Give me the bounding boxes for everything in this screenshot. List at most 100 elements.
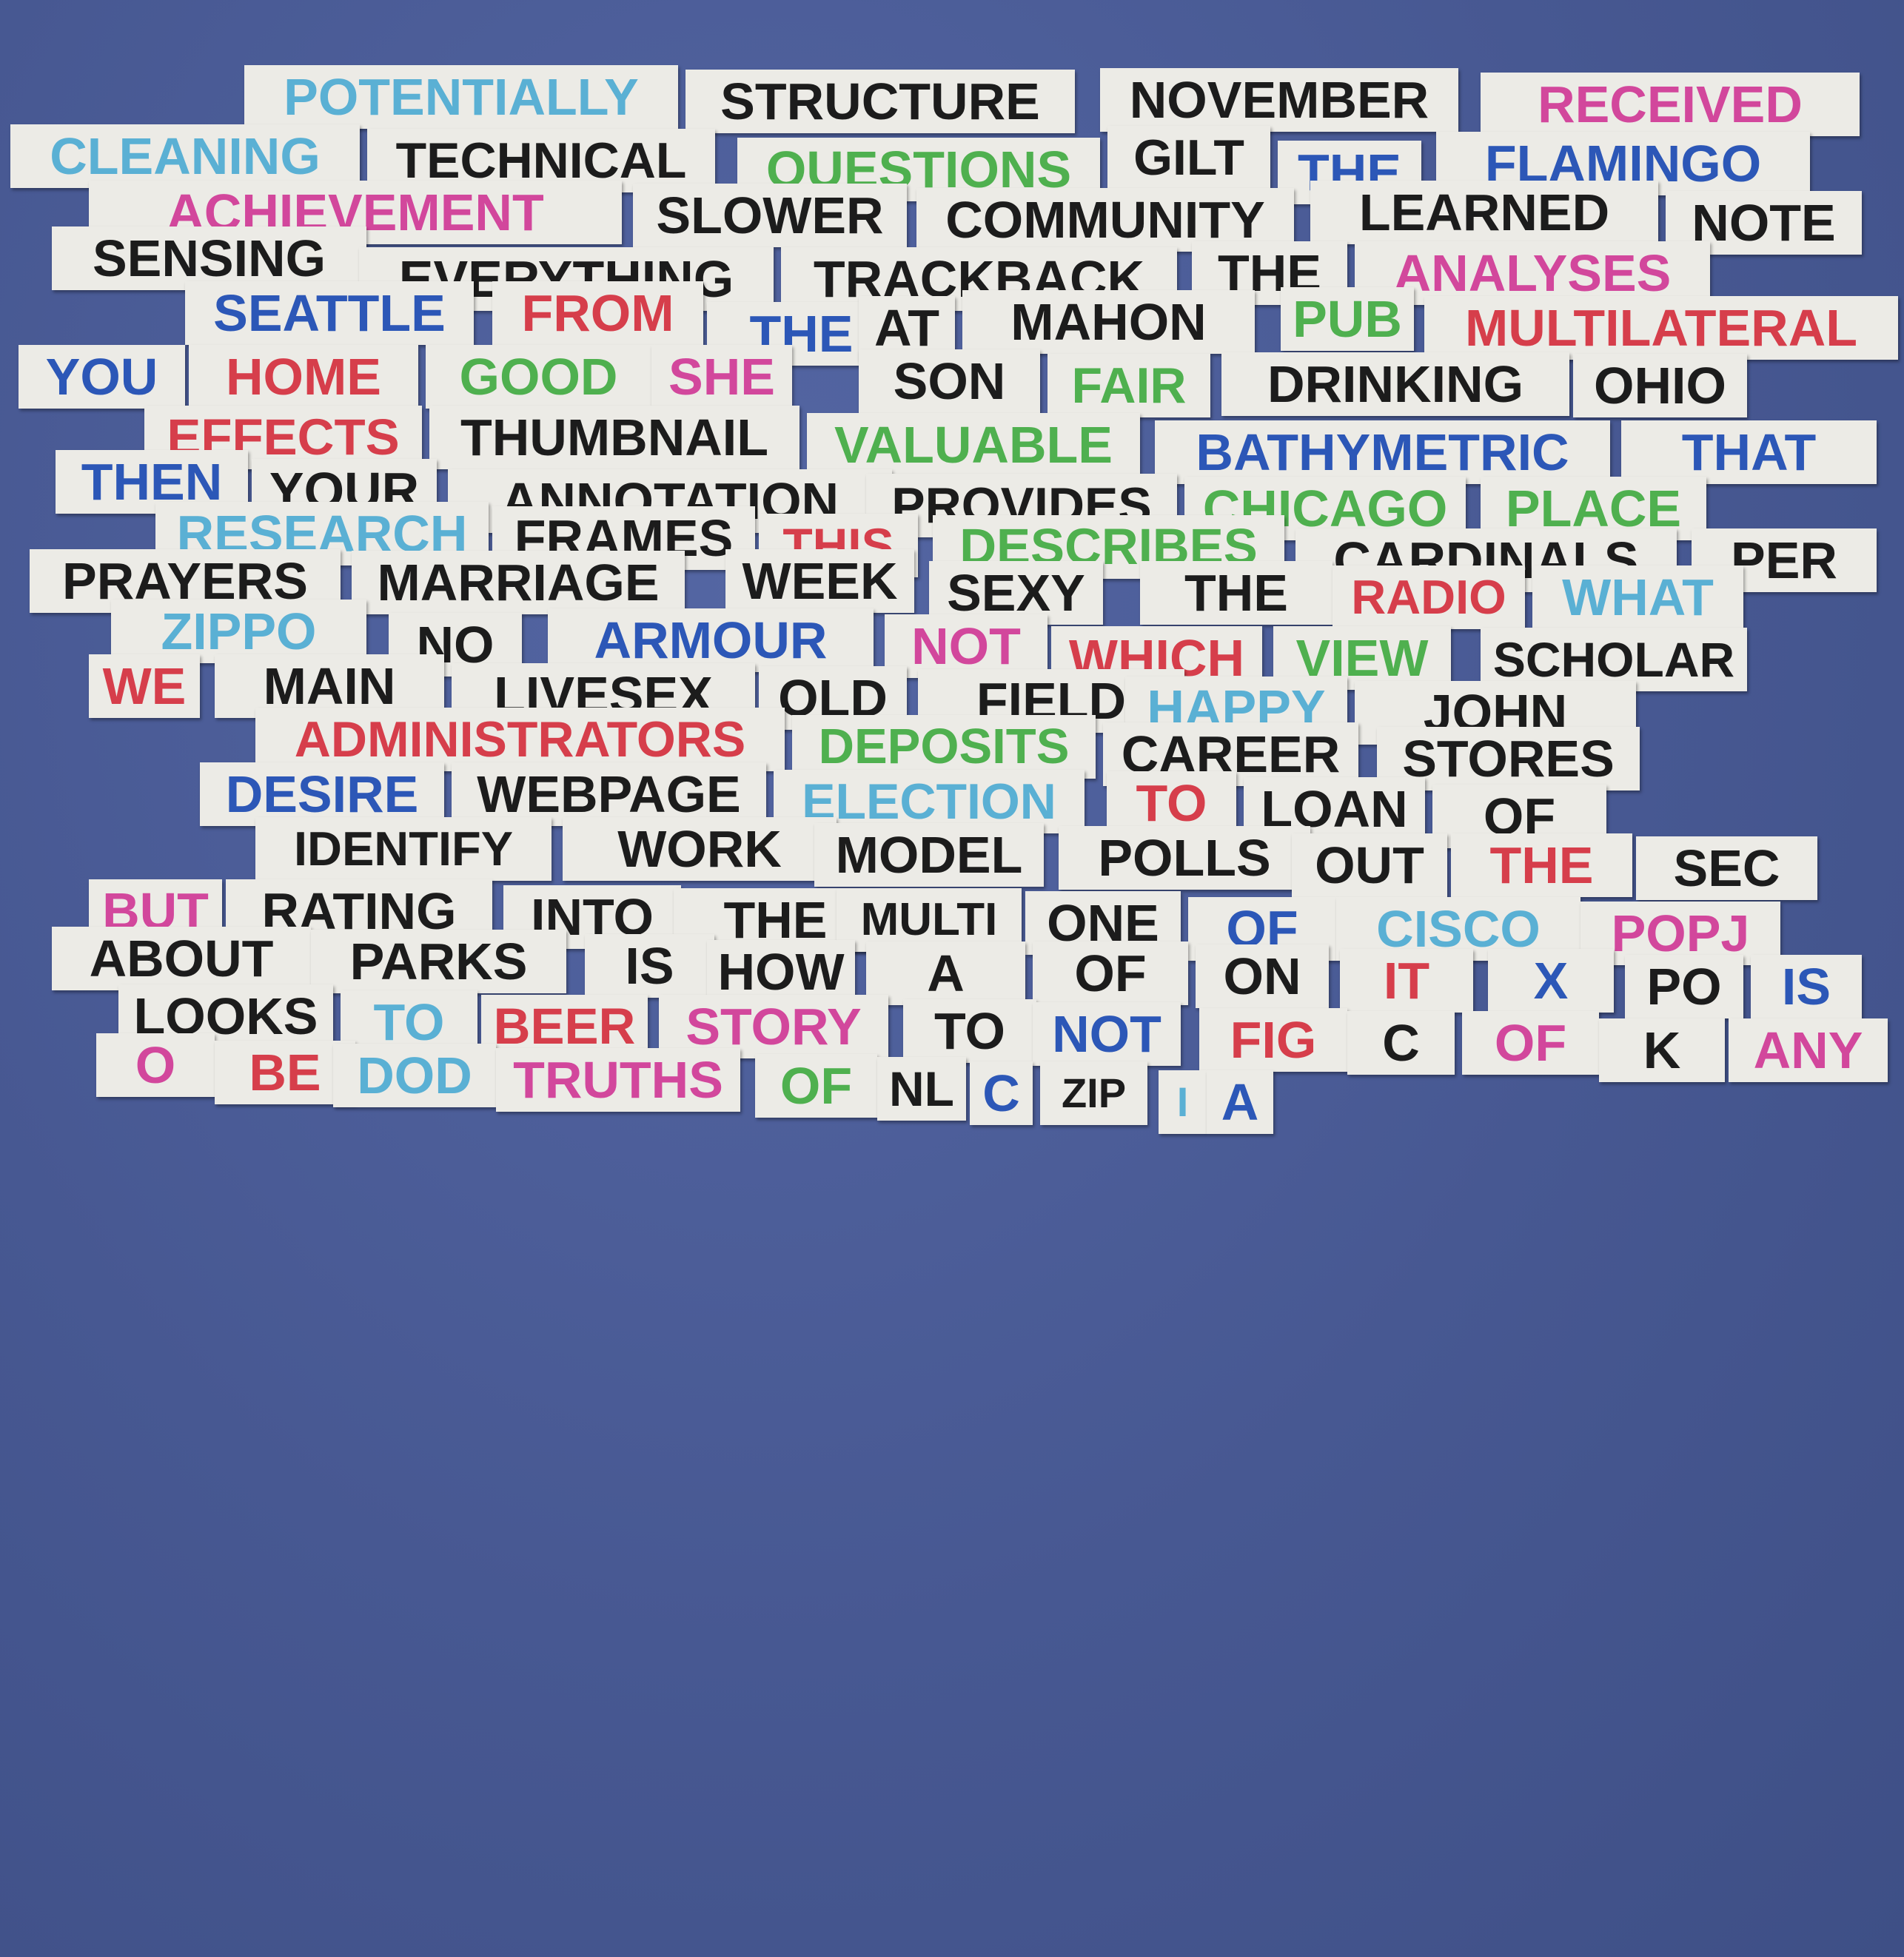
word-tile: SEXY (929, 561, 1103, 625)
word-tile: FROM (492, 281, 703, 345)
word-tile: STORY (659, 995, 888, 1058)
word-tile: DRINKING (1221, 352, 1569, 416)
word-tile: BATHYMETRIC (1155, 420, 1610, 484)
word-tile: TO (341, 990, 477, 1054)
word-tile: NL (877, 1057, 966, 1121)
word-row: SENSING EVERYTHING TRACKBACK THE ANALYSES (0, 226, 1904, 311)
word-tile: MAIN (215, 654, 444, 718)
word-tile: COMMUNITY (916, 188, 1294, 252)
word-tile: K (1599, 1018, 1725, 1082)
word-tile: WEEK (725, 549, 914, 613)
word-tile: BE (215, 1041, 355, 1104)
word-tile: WE (89, 654, 200, 718)
word-row: YOU HOME GOOD SHE SON FAIR DRINKING OHIO (0, 339, 1904, 417)
word-tile: IS (585, 934, 714, 998)
word-tile: NOT (885, 614, 1047, 678)
word-tile: O (96, 1033, 215, 1097)
word-tile: WORK (563, 817, 837, 881)
word-tile: MAHON (962, 290, 1255, 354)
word-tile: TRUTHS (496, 1048, 740, 1112)
word-tile: MULTILATERAL (1424, 296, 1898, 360)
word-tile: POPJ (1580, 902, 1780, 965)
word-tile: SENSING (52, 226, 366, 290)
word-tile: OUT (1292, 833, 1447, 897)
word-tile: ANALYSES (1355, 241, 1710, 305)
word-tile: SLOWER (633, 184, 907, 247)
word-tile: ARMOUR (548, 608, 874, 672)
word-row: ADMINISTRATORS DEPOSITS CAREER STORES (0, 708, 1904, 790)
word-tile: RECEIVED (1481, 73, 1860, 136)
word-row: LOOKS TO BEER STORY TO NOT FIG C OF K ANY (0, 984, 1904, 1082)
word-tile: OHIO (1573, 354, 1747, 417)
word-tile: POTENTIALLY (244, 65, 678, 129)
word-tile: WEBPAGE (452, 762, 766, 826)
word-tile: FLAMINGO (1436, 132, 1810, 195)
word-tile: VALUABLE (807, 413, 1140, 477)
word-tile: FIG (1199, 1008, 1347, 1072)
word-tile: MARRIAGE (352, 551, 685, 614)
word-tile: THE (1451, 833, 1632, 897)
word-tile: NOVEMBER (1100, 68, 1458, 132)
word-tile: THAT (1621, 420, 1877, 484)
word-tile: TO (1107, 771, 1236, 835)
word-tile: IDENTIFY (255, 817, 552, 881)
word-tile: NOT (1033, 1002, 1181, 1066)
word-tile: GOOD (426, 345, 651, 409)
word-tile: I (1159, 1070, 1207, 1134)
word-tile: SHE (651, 345, 792, 409)
word-tile: ABOUT (52, 927, 311, 990)
word-tile: C (970, 1061, 1033, 1125)
word-row: EFFECTS THUMBNAIL VALUABLE BATHYMETRIC THAT (0, 406, 1904, 484)
word-tile: ANY (1729, 1018, 1888, 1082)
word-tile: RADIO (1333, 565, 1525, 629)
word-tile: DOD (333, 1044, 496, 1107)
word-tile: MODEL (814, 823, 1044, 887)
word-tile: OF (1462, 1011, 1599, 1075)
word-tile: YOU (19, 345, 185, 409)
word-tile: HOME (189, 345, 418, 409)
word-tile: WHAT (1532, 565, 1743, 629)
word-tile: CISCO (1336, 897, 1580, 961)
word-row: PRAYERS MARRIAGE WEEK SEXY THE RADIO WHAT (0, 549, 1904, 629)
word-tile: STRUCTURE (685, 70, 1075, 133)
word-tile: OF (755, 1054, 877, 1118)
word-tile: DEPOSITS (792, 715, 1096, 779)
word-tile: OF (1033, 941, 1188, 1005)
word-tile: IS (1751, 955, 1862, 1018)
word-tile: DESIRE (200, 762, 444, 826)
word-tile: A (866, 941, 1025, 1005)
word-tile: ZIPPO (111, 600, 366, 663)
word-tile: GILT (1107, 126, 1270, 189)
word-tile: IT (1340, 949, 1473, 1013)
word-tile: MULTI (837, 888, 1022, 952)
word-tile: THE (1140, 561, 1333, 625)
word-tile: ON (1196, 944, 1329, 1008)
word-tile: SON (859, 349, 1040, 413)
word-tile: PUB (1281, 287, 1414, 351)
word-tile: A (1207, 1070, 1273, 1134)
word-tile: EFFECTS (144, 406, 422, 469)
word-tile: THEN (56, 450, 248, 514)
word-tile: HOW (707, 940, 855, 1004)
word-row: IDENTIFY WORK MODEL POLLS OUT THE SEC (0, 817, 1904, 900)
word-tile: AT (859, 296, 955, 360)
word-tile: CLEANING (10, 124, 360, 188)
word-tile: ADMINISTRATORS (255, 708, 785, 771)
word-tile: FAIR (1047, 354, 1210, 417)
word-row: POTENTIALLY STRUCTURE NOVEMBER RECEIVED (0, 65, 1904, 139)
word-tile: X (1488, 949, 1614, 1013)
word-tile: BEER (481, 995, 648, 1058)
word-tile: SEC (1636, 836, 1817, 900)
word-row: ACHIEVEMENT SLOWER COMMUNITY LEARNED NOTE (0, 181, 1904, 255)
word-tile: THUMBNAIL (429, 406, 800, 469)
word-tile: PARKS (311, 930, 566, 993)
word-tile: TO (903, 999, 1036, 1063)
word-tile: C (1347, 1011, 1455, 1075)
word-tile: SEATTLE (185, 281, 474, 345)
word-tile: SCHOLAR (1481, 628, 1747, 691)
word-tile: LOOKS (118, 984, 333, 1048)
word-tile: LEARNED (1310, 181, 1658, 244)
word-row: SEATTLE FROM THE AT MAHON PUB MULTILATERAL (0, 281, 1904, 366)
word-row: ABOUT PARKS IS HOW A OF ON IT X PO IS (0, 927, 1904, 1018)
